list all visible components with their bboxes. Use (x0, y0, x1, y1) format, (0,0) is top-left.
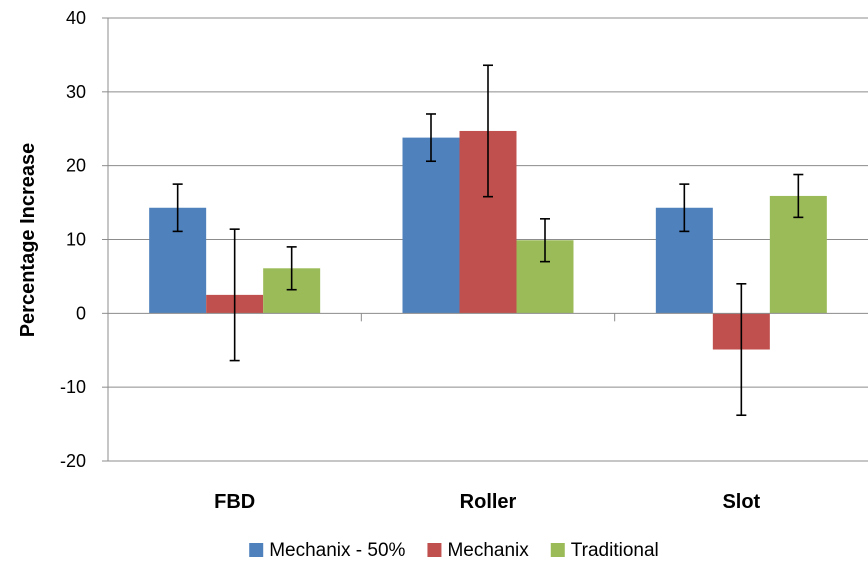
y-tick-label: 30 (66, 82, 86, 102)
y-tick-label: -20 (60, 451, 86, 471)
bar (402, 137, 460, 314)
legend-swatch (249, 543, 264, 557)
legend-swatch (550, 543, 565, 557)
y-tick-label: -10 (60, 377, 86, 397)
y-tick-label: 20 (66, 156, 86, 176)
legend-label: Traditional (571, 540, 659, 561)
y-tick-label: 40 (66, 8, 86, 28)
y-tick-label: 0 (76, 303, 86, 323)
y-axis-title: Percentage Increase (17, 143, 39, 338)
x-category-label: Roller (460, 491, 517, 513)
x-category-label: Slot (722, 491, 760, 513)
legend-label: Mechanix (447, 540, 529, 561)
y-tick-label: 10 (66, 230, 86, 250)
legend-label: Mechanix - 50% (269, 540, 405, 561)
x-category-label: FBD (214, 491, 255, 513)
legend-swatch (427, 543, 442, 557)
